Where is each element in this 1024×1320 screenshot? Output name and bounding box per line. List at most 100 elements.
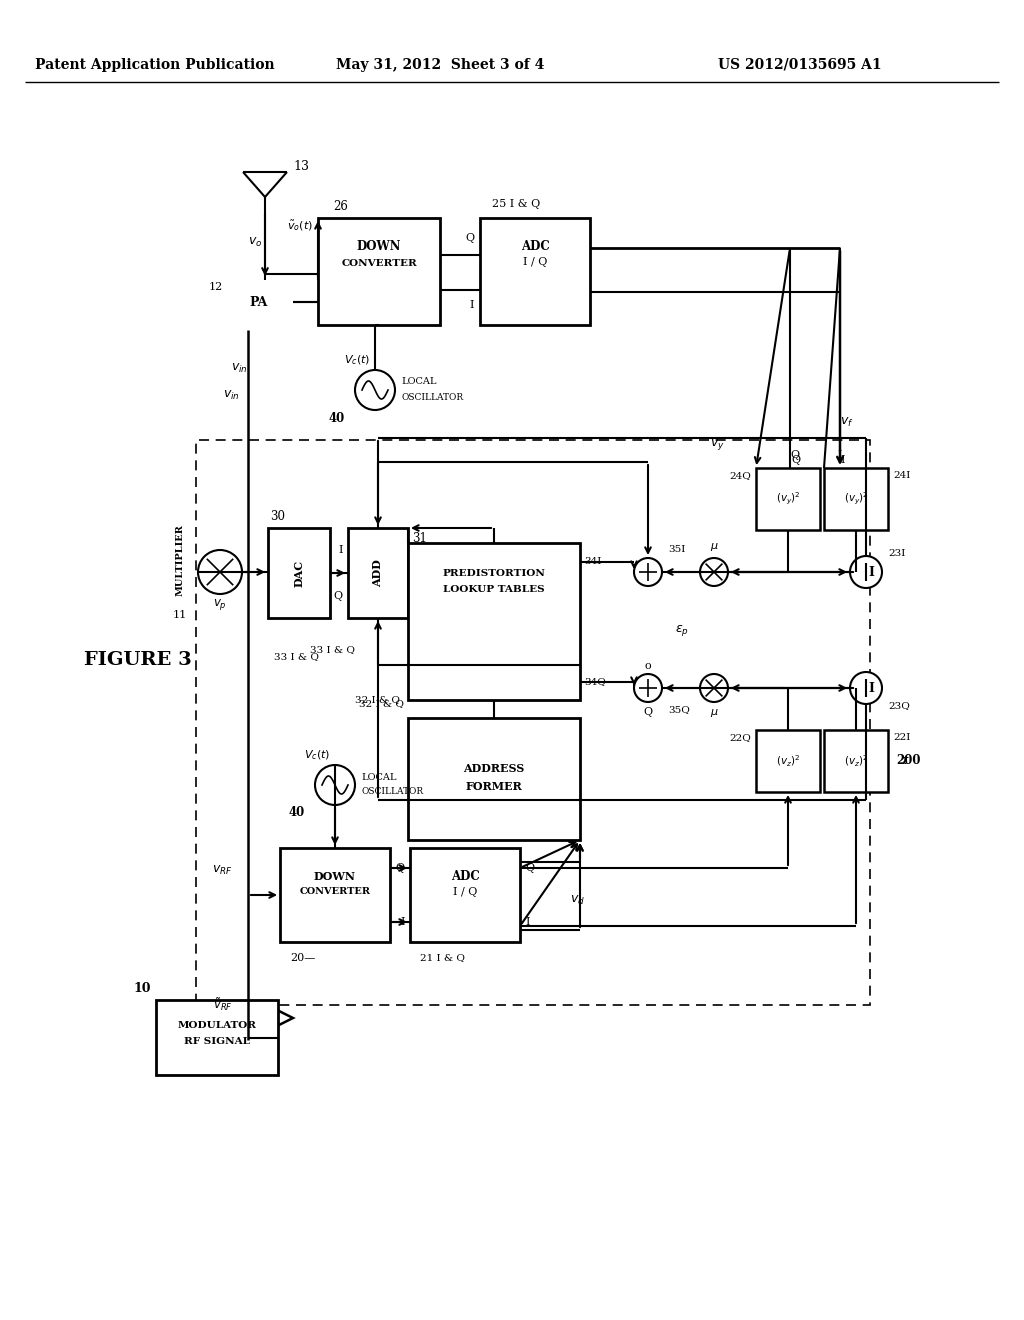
Text: $v_p$: $v_p$ <box>213 597 227 611</box>
Text: $v_f$: $v_f$ <box>840 416 854 429</box>
Text: $V_c(t)$: $V_c(t)$ <box>304 748 330 762</box>
Text: I / Q: I / Q <box>523 257 547 267</box>
Bar <box>410 847 520 942</box>
Text: 32 I & Q: 32 I & Q <box>355 696 400 705</box>
Circle shape <box>634 558 662 586</box>
Text: DOWN: DOWN <box>314 870 356 882</box>
Text: ADDRESS: ADDRESS <box>464 763 524 775</box>
Circle shape <box>850 672 882 704</box>
Bar <box>756 730 820 792</box>
Text: Q: Q <box>396 863 406 873</box>
Text: I / Q: I / Q <box>453 887 477 898</box>
Bar <box>756 469 820 531</box>
Text: I: I <box>868 565 873 578</box>
Circle shape <box>850 556 882 587</box>
Text: $(v_y)^2$: $(v_y)^2$ <box>775 491 801 507</box>
Text: I: I <box>868 681 873 694</box>
Text: 25 I & Q: 25 I & Q <box>492 199 541 209</box>
Circle shape <box>355 370 395 411</box>
Text: 26: 26 <box>333 199 348 213</box>
Text: DOWN: DOWN <box>356 239 401 252</box>
Text: 20—: 20— <box>290 953 315 964</box>
Text: MODULATOR: MODULATOR <box>177 1020 256 1030</box>
Text: May 31, 2012  Sheet 3 of 4: May 31, 2012 Sheet 3 of 4 <box>336 58 544 73</box>
Text: $\tau$: $\tau$ <box>900 754 909 767</box>
Text: 22I: 22I <box>893 734 910 742</box>
Text: 21 I & Q: 21 I & Q <box>420 953 465 962</box>
Text: $(v_z)^2$: $(v_z)^2$ <box>776 754 800 768</box>
Text: US 2012/0135695 A1: US 2012/0135695 A1 <box>718 58 882 73</box>
Text: ADD: ADD <box>373 560 384 587</box>
Text: $v_d$: $v_d$ <box>570 894 585 907</box>
Text: I: I <box>838 450 843 459</box>
Text: 23Q: 23Q <box>888 701 910 710</box>
Text: $(v_y)^2$: $(v_y)^2$ <box>844 491 868 507</box>
Text: $v_y$: $v_y$ <box>710 437 725 453</box>
Bar <box>824 730 888 792</box>
Text: RF SIGNAL: RF SIGNAL <box>184 1036 250 1045</box>
Text: FORMER: FORMER <box>466 781 522 792</box>
Text: 22Q: 22Q <box>729 734 751 742</box>
Bar <box>408 543 580 700</box>
Circle shape <box>198 550 242 594</box>
Text: 23I: 23I <box>888 549 905 558</box>
Text: CONVERTER: CONVERTER <box>341 259 417 268</box>
Text: $v_{RF}$: $v_{RF}$ <box>212 863 233 876</box>
Text: 35Q: 35Q <box>668 705 690 714</box>
Bar <box>318 218 440 325</box>
Text: ADC: ADC <box>520 239 549 252</box>
Text: Q: Q <box>525 863 535 873</box>
Text: 10: 10 <box>133 982 151 994</box>
Text: I: I <box>840 455 845 465</box>
Bar <box>348 528 408 618</box>
Text: 13: 13 <box>293 161 309 173</box>
Bar <box>408 718 580 840</box>
Text: 24I: 24I <box>893 471 910 480</box>
Bar <box>156 1001 278 1074</box>
Text: 34Q: 34Q <box>584 677 606 686</box>
Bar <box>268 528 330 618</box>
Text: LOCAL: LOCAL <box>361 772 396 781</box>
Text: $\tilde{v}_o(t)$: $\tilde{v}_o(t)$ <box>287 219 313 234</box>
Text: 24Q: 24Q <box>729 471 751 480</box>
Text: Q: Q <box>643 708 652 717</box>
Text: I: I <box>339 545 343 554</box>
Text: 11: 11 <box>173 610 187 620</box>
Text: CONVERTER: CONVERTER <box>299 887 371 896</box>
Text: 35I: 35I <box>668 545 685 554</box>
Text: Q: Q <box>791 450 800 459</box>
Text: $v_{in}$: $v_{in}$ <box>231 362 248 375</box>
Bar <box>824 469 888 531</box>
Text: PREDISTORTION: PREDISTORTION <box>442 569 546 578</box>
Circle shape <box>634 675 662 702</box>
Text: $V_c(t)$: $V_c(t)$ <box>344 354 370 367</box>
Text: 31: 31 <box>412 532 427 544</box>
Text: 40: 40 <box>289 807 305 820</box>
Bar <box>280 847 390 942</box>
Text: OSCILLATOR: OSCILLATOR <box>401 392 463 401</box>
Text: 32 I & Q: 32 I & Q <box>359 700 404 709</box>
Text: LOOKUP TABLES: LOOKUP TABLES <box>443 585 545 594</box>
Bar <box>196 440 870 1005</box>
Text: 12: 12 <box>209 282 223 292</box>
Text: I: I <box>469 300 474 310</box>
Text: FIGURE 3: FIGURE 3 <box>84 651 191 669</box>
Text: 40: 40 <box>329 412 345 425</box>
Text: OSCILLATOR: OSCILLATOR <box>361 788 423 796</box>
Circle shape <box>315 766 355 805</box>
Text: o: o <box>645 661 651 671</box>
Text: Q: Q <box>334 591 343 601</box>
Text: 33 I & Q: 33 I & Q <box>274 652 319 661</box>
Circle shape <box>700 675 728 702</box>
Text: DAC: DAC <box>294 560 304 586</box>
Text: $\varepsilon_p$: $\varepsilon_p$ <box>675 623 689 638</box>
Bar <box>480 218 590 325</box>
Text: I: I <box>525 917 529 927</box>
Text: Q: Q <box>465 234 474 243</box>
Text: Q: Q <box>791 455 800 465</box>
Text: 34I: 34I <box>584 557 601 565</box>
Text: I: I <box>400 917 406 927</box>
Text: 200: 200 <box>896 754 921 767</box>
Text: $(v_z)^2$: $(v_z)^2$ <box>844 754 868 768</box>
Text: $v_{in}$: $v_{in}$ <box>223 388 240 401</box>
